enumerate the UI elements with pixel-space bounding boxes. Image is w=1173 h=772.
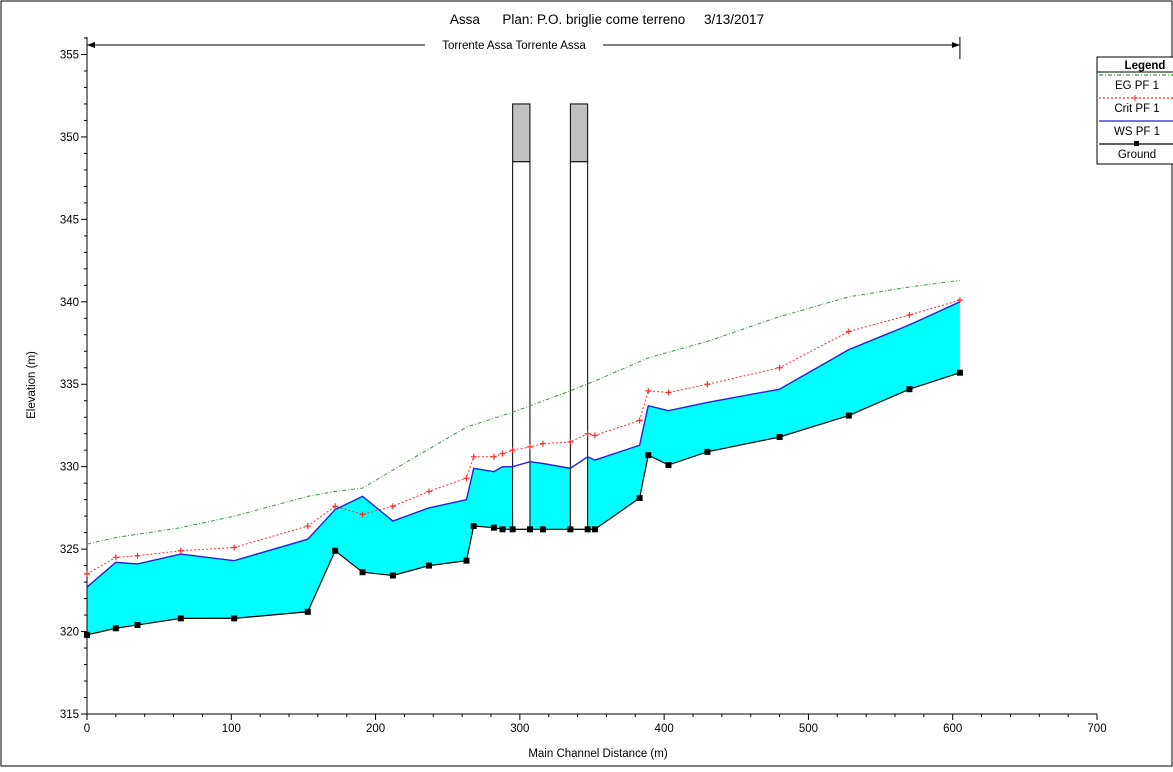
crit-point — [591, 432, 598, 439]
crit-point — [231, 544, 238, 551]
crit-point — [112, 554, 119, 561]
crit-point — [665, 389, 672, 396]
ground-point — [389, 572, 396, 579]
x-tick-label: 200 — [366, 723, 385, 735]
crit-point — [539, 440, 546, 447]
ground-point — [591, 526, 598, 533]
ground-point — [704, 448, 711, 455]
x-tick-label: 300 — [510, 723, 529, 735]
y-tick-label: 355 — [60, 49, 79, 61]
crit-point — [304, 523, 311, 530]
y-tick-label: 320 — [60, 627, 79, 639]
legend-label-ground: Ground — [1118, 149, 1156, 161]
x-axis-label: Main Channel Distance (m) — [528, 748, 668, 760]
reach-label: Torrente Assa Torrente Assa — [442, 40, 586, 52]
crit-point — [84, 570, 90, 577]
legend-label-ws: WS PF 1 — [1114, 126, 1160, 138]
y-tick-label: 315 — [60, 709, 79, 721]
y-tick-label: 330 — [60, 462, 79, 474]
crit-point — [463, 475, 470, 482]
eg-line — [86, 279, 960, 545]
x-tick-label: 400 — [655, 723, 674, 735]
weir-1-body — [512, 161, 531, 530]
weir-2-top — [569, 103, 589, 163]
ground-point — [332, 547, 339, 554]
crit-point — [332, 503, 339, 510]
legend-label-eg: EG PF 1 — [1115, 80, 1159, 92]
ground-point — [470, 523, 477, 530]
y-axis-label: Elevation (m) — [26, 351, 38, 419]
legend: Legend EG PF 1 Crit PF 1 WS PF 1 Ground — [1096, 56, 1173, 165]
y-tick-label: 335 — [60, 379, 79, 391]
ground-point — [665, 462, 672, 469]
ground-point — [567, 526, 574, 533]
ground-line — [86, 372, 961, 636]
crit-point — [776, 364, 783, 371]
crit-point — [499, 450, 506, 457]
crit-point — [134, 552, 141, 559]
weir-1-top — [512, 103, 531, 163]
ws-line — [86, 301, 961, 588]
crit-point — [704, 381, 711, 388]
crit-point — [509, 447, 516, 454]
crit-point — [845, 328, 852, 335]
reach-arrow-left — [87, 42, 95, 48]
x-tick-label: 500 — [799, 723, 818, 735]
ground-point — [84, 631, 90, 638]
crit-point — [645, 387, 652, 394]
crit-point — [177, 547, 184, 554]
crit-point — [526, 443, 533, 450]
ground-point — [499, 526, 506, 533]
x-tick-label: 100 — [222, 723, 241, 735]
y-tick-label: 345 — [60, 214, 79, 226]
crit-point — [906, 311, 913, 318]
crit-point — [425, 488, 432, 495]
ground-point — [231, 615, 238, 622]
ground-point — [463, 557, 470, 564]
chart-title: Assa Plan: P.O. briglie come terreno 3/1… — [450, 12, 764, 27]
ground-point — [112, 625, 119, 632]
ground-point — [845, 412, 852, 419]
ground-point — [526, 526, 533, 533]
ground-point — [539, 526, 546, 533]
ground-point — [425, 562, 432, 569]
x-tick-label: 600 — [943, 723, 962, 735]
weir-2-body — [569, 161, 589, 530]
ground-point — [956, 369, 963, 376]
ground-point — [636, 495, 643, 502]
ground-point — [304, 608, 311, 615]
crit-point — [490, 453, 497, 460]
y-tick-label: 325 — [60, 544, 79, 556]
crit-point — [956, 297, 963, 304]
ground-point — [134, 621, 141, 628]
crit-point — [470, 453, 477, 460]
crit-point — [359, 511, 366, 518]
legend-label-crit: Crit PF 1 — [1114, 103, 1159, 115]
legend-title: Legend — [1125, 60, 1166, 72]
crit-point — [636, 417, 643, 424]
crit-point — [389, 503, 396, 510]
ground-point — [490, 524, 497, 531]
crit-point — [567, 438, 574, 445]
x-tick-label: 700 — [1087, 723, 1106, 735]
crit-point — [584, 430, 591, 437]
y-tick-label: 340 — [60, 297, 79, 309]
ground-point — [584, 526, 591, 533]
y-tick-label: 350 — [60, 132, 79, 144]
ground-point — [906, 386, 913, 393]
reach-arrow-right — [951, 42, 960, 48]
ground-point — [177, 615, 184, 622]
ground-point — [645, 452, 652, 459]
ground-point — [359, 569, 366, 576]
ground-point — [776, 434, 783, 441]
ground-point — [509, 526, 516, 533]
legend-crit-marker — [1132, 95, 1138, 101]
legend-ground-marker — [1134, 141, 1139, 146]
x-tick-label: 0 — [84, 723, 90, 735]
